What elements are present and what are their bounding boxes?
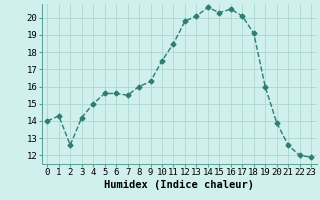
X-axis label: Humidex (Indice chaleur): Humidex (Indice chaleur) (104, 180, 254, 190)
